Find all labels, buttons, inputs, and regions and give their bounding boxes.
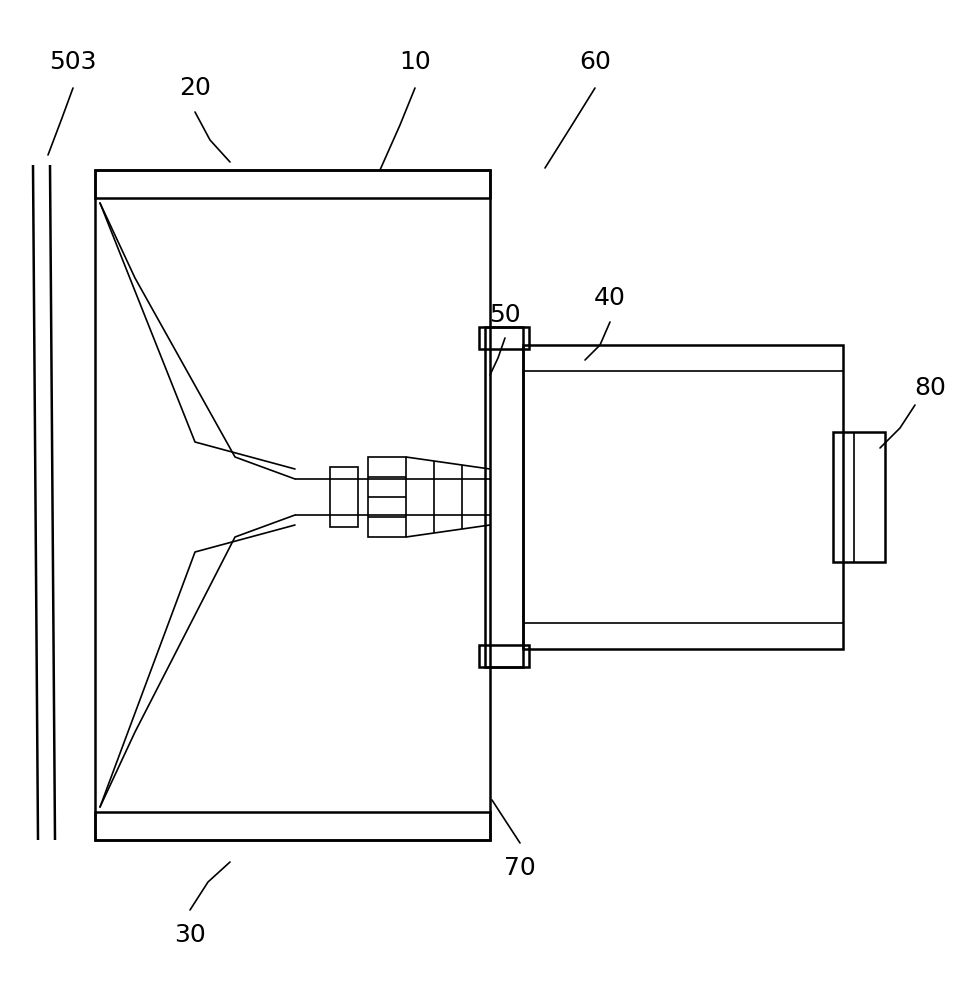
- Bar: [368, 457, 406, 537]
- Text: 10: 10: [399, 50, 431, 74]
- Text: 80: 80: [914, 376, 946, 400]
- Text: 40: 40: [595, 286, 626, 310]
- Bar: [479, 645, 529, 667]
- Text: 20: 20: [179, 76, 211, 100]
- Bar: [95, 170, 490, 840]
- Text: 503: 503: [50, 50, 96, 74]
- Bar: [523, 345, 843, 649]
- Text: 30: 30: [174, 923, 206, 947]
- Text: 60: 60: [579, 50, 611, 74]
- Text: 70: 70: [504, 856, 536, 880]
- Bar: [95, 170, 490, 198]
- Bar: [485, 327, 523, 667]
- Bar: [833, 432, 885, 562]
- Text: 50: 50: [489, 303, 521, 327]
- Bar: [95, 812, 490, 840]
- Bar: [330, 467, 358, 527]
- Bar: [479, 327, 529, 349]
